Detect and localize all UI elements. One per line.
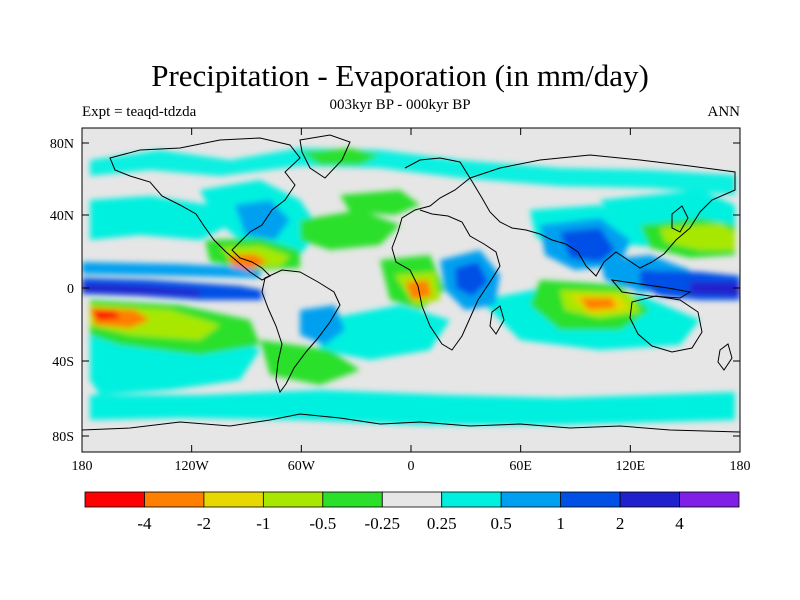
lat-tick-label: 80S (52, 430, 74, 445)
contour-region-pacific-purple (82, 284, 200, 296)
colorbar-label: -4 (137, 514, 152, 533)
field-shading (82, 148, 740, 425)
longitude-axis: 180 120W 60W 0 60E 120E 180 (72, 128, 751, 474)
colorbar-label: 0.5 (491, 514, 512, 533)
contour-region-nw-pacific-yellowgreen (660, 224, 735, 250)
colorbar-label: 0.25 (427, 514, 457, 533)
coast-indonesia (610, 279, 692, 299)
colorbar-swatch (322, 491, 383, 508)
experiment-label: Expt = teaqd-tdzda (82, 104, 197, 120)
colorbar-swatch (262, 491, 324, 508)
coast-australia (629, 295, 703, 353)
contour-region-arctic-green (300, 148, 380, 165)
lat-tick-label: 40N (50, 209, 74, 224)
contour-region-north-pacific-cyan (90, 196, 230, 240)
lon-tick-label: 0 (408, 459, 415, 474)
contour-region-atlantic-green (300, 210, 400, 250)
season-label: ANN (707, 104, 741, 120)
colorbar-swatch (679, 491, 740, 508)
contour-region-west-pacific-purple (690, 282, 740, 296)
lon-tick-label: 180 (730, 459, 751, 474)
colorbar-label: -0.25 (365, 514, 400, 533)
lon-tick-label: 60E (509, 459, 532, 474)
coast-asia (469, 154, 736, 277)
lon-tick-label: 120W (175, 459, 210, 474)
contour-region-na-blue (235, 200, 290, 240)
colorbar: -4 -2 -1 -0.5 -0.25 0.25 0.5 1 2 4 (84, 491, 740, 533)
map-subtitle: 003kyr BP - 000kyr BP (329, 97, 471, 113)
lat-tick-label: 0 (67, 282, 74, 297)
colorbar-swatch (144, 491, 205, 508)
contour-region-sahara-green (340, 190, 420, 215)
coast-greenland (299, 134, 351, 179)
colorbar-label: -1 (256, 514, 270, 533)
contour-region-southern-ocean-cyan (90, 390, 735, 425)
lat-tick-label: 80N (50, 137, 74, 152)
coastlines (82, 134, 740, 433)
contour-region-south-atlantic-green (260, 340, 360, 385)
colorbar-swatch (441, 491, 502, 508)
lon-tick-label: 180 (72, 459, 93, 474)
colorbar-label: 2 (616, 514, 625, 533)
colorbar-swatch (203, 491, 264, 508)
colorbar-label: 1 (556, 514, 565, 533)
colorbar-swatch (560, 491, 621, 508)
coast-japan (671, 205, 689, 233)
colorbar-label: -0.5 (309, 514, 336, 533)
coast-north-america (109, 137, 301, 281)
coast-madagascar (489, 305, 505, 335)
contour-region-south-atlantic-cyan (320, 305, 450, 360)
colorbar-swatch (619, 491, 680, 508)
colorbar-label: 4 (675, 514, 684, 533)
contour-region-india-dark (560, 228, 615, 262)
coast-europe-africa (391, 157, 501, 351)
colorbar-swatch (500, 491, 562, 508)
colorbar-swatch (84, 491, 145, 508)
contour-region-east-africa-dark (455, 262, 488, 296)
map-title: Precipitation - Evaporation (in mm/day) (151, 58, 649, 93)
lon-tick-label: 120E (616, 459, 646, 474)
coast-antarctica (82, 413, 740, 433)
coast-south-america (261, 269, 341, 394)
contour-region-indian-orange (580, 298, 616, 310)
colorbar-label: -2 (197, 514, 211, 533)
contour-region-south-pacific-red (92, 310, 120, 320)
contour-region-pacific-band-blue (82, 262, 260, 278)
colorbar-swatch (381, 491, 443, 508)
latitude-axis: 80N 40N 0 40S 80S (50, 137, 740, 445)
contour-region-arctic-cyan (90, 148, 735, 195)
lat-tick-label: 40S (52, 355, 74, 370)
lon-tick-label: 60W (288, 459, 316, 474)
coast-new-zealand (717, 343, 733, 371)
